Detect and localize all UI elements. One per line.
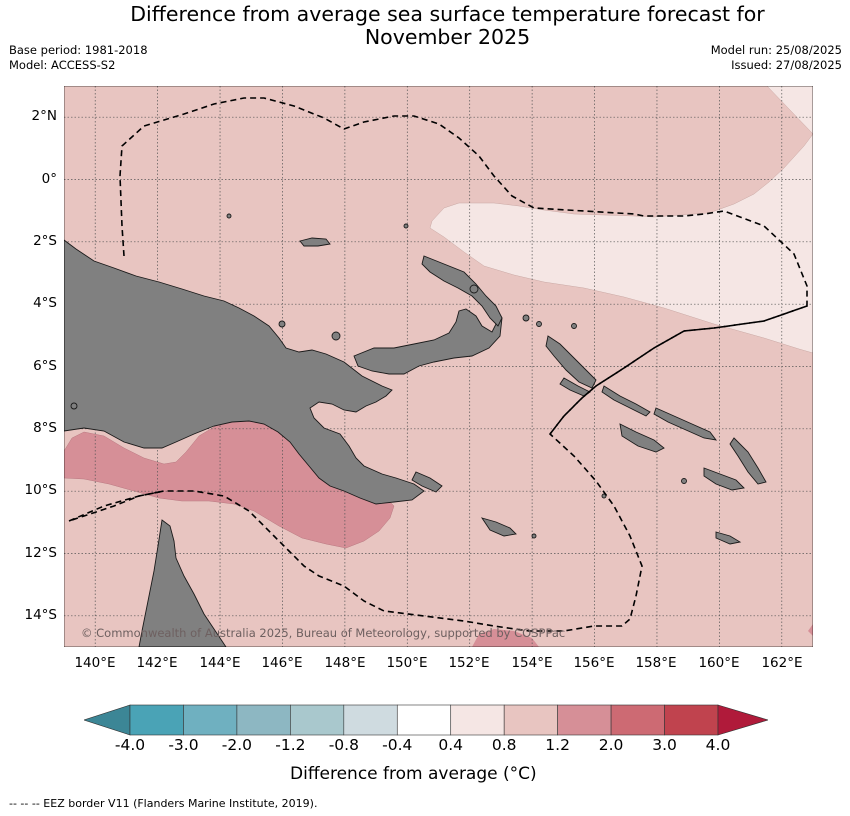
colorbar-tick-label: 0.4 [438, 736, 464, 754]
lat-label-12s: 12°S [24, 545, 58, 561]
land-islet [522, 314, 530, 322]
colorbar-segment [343, 704, 398, 736]
anomaly-region-0.4-0.8 [429, 86, 813, 354]
lon-label-160e: 160°E [698, 655, 740, 671]
map-title-line2: November 2025 [364, 25, 531, 49]
colorbar-tick-label: -0.4 [382, 736, 413, 754]
land-islet [70, 402, 78, 410]
model-name: Model: ACCESS-S2 [9, 58, 116, 72]
lon-label-148e: 148°E [324, 655, 366, 671]
lat-label-0: 0° [41, 171, 57, 187]
lat-label-8s: 8°S [33, 420, 57, 436]
eez-solomons [549, 305, 808, 435]
land-makira [703, 467, 745, 491]
colorbar-tick-label: 3.0 [652, 736, 677, 754]
sst-anomaly-map: © Commonwealth of Australia 2025, Bureau… [64, 86, 813, 647]
land-islet [331, 331, 341, 341]
lon-label-142e: 142°E [136, 655, 178, 671]
eez-png [68, 97, 808, 632]
land-santa-isabel [653, 407, 718, 441]
colorbar-label-text: Difference from average (°C) [290, 764, 537, 784]
colorbar-tick-label: -0.8 [328, 736, 359, 754]
land-rennell [715, 531, 742, 545]
land-bougainville [545, 335, 597, 389]
land-islet [403, 223, 409, 229]
issued-date: Issued: 27/08/2025 [731, 58, 842, 72]
colorbar-tick-label: -2.0 [221, 736, 253, 754]
land-dentrecasteaux [411, 471, 443, 493]
colorbar-segment [290, 704, 345, 736]
lon-label-140e: 140°E [74, 655, 116, 671]
colorbar-segment [396, 704, 452, 736]
anomaly-region-1.2-2.0-south [472, 629, 539, 647]
colorbar-tick-label: -4.0 [114, 736, 146, 754]
colorbar-tick-label: -3.0 [168, 736, 199, 754]
land-islet [531, 533, 537, 539]
lat-label-2s: 2°S [33, 233, 57, 249]
colorbar-segment [183, 704, 238, 736]
colorbar-segment [557, 704, 612, 736]
land-cape-york [138, 519, 227, 647]
colorbar-label: Difference from average (°C) [290, 764, 537, 784]
land-islet [536, 321, 542, 327]
base-period: Base period: 1981-2018 [9, 43, 148, 57]
lon-label-154e: 154°E [511, 655, 553, 671]
land-islet [681, 478, 687, 484]
lon-label-152e: 152°E [448, 655, 490, 671]
lon-label-146e: 146°E [261, 655, 303, 671]
colorbar-tick-label: -1.2 [275, 736, 306, 754]
land-choiseul [601, 385, 651, 417]
colorbar-segment [129, 704, 184, 736]
lat-label-4s: 4°S [33, 295, 57, 311]
colorbar-segment [610, 704, 665, 736]
land-islet [226, 213, 232, 219]
eez-legend: -- -- -- EEZ border V11 (Flanders Marine… [9, 797, 318, 810]
land-islet [469, 284, 479, 294]
colorbar-tick-label: 1.2 [545, 736, 570, 754]
lon-label-144e: 144°E [199, 655, 241, 671]
land-malaita [729, 437, 767, 485]
land [64, 213, 767, 647]
colorbar-tick-label: 0.8 [491, 736, 517, 754]
anomaly-region-1.2-2.0-east [808, 624, 813, 636]
lon-label-156e: 156°E [573, 655, 615, 671]
land-islet [278, 320, 286, 328]
lat-label-14s: 14°S [24, 607, 58, 623]
lon-label-150e: 150°E [386, 655, 428, 671]
land-manus [299, 237, 331, 247]
land-guadalcanal [619, 423, 665, 453]
colorbar-tick-label: 4.0 [705, 736, 731, 754]
colorbar-extend-low [84, 704, 131, 736]
colorbar-segment [450, 704, 505, 736]
map-title: Difference from average sea surface temp… [0, 3, 850, 49]
lat-label-6s: 6°S [33, 358, 57, 374]
lat-label-10s: 10°S [24, 482, 58, 498]
model-run: Model run: 25/08/2025 [710, 43, 842, 57]
meta-left: Base period: 1981-2018 Model: ACCESS-S2 [9, 43, 148, 73]
lat-label-2n: 2°N [31, 108, 57, 124]
land-new-ireland [421, 255, 503, 327]
lon-label-158e: 158°E [635, 655, 677, 671]
colorbar-segment [664, 704, 719, 736]
land-rossel [480, 517, 517, 537]
map-title-line1: Difference from average sea surface temp… [130, 2, 765, 26]
colorbar-segment [236, 704, 291, 736]
eez-borders [68, 97, 808, 632]
meta-right: Model run: 25/08/2025 Issued: 27/08/2025 [711, 43, 842, 73]
colorbar-tick-label: 2.0 [598, 736, 624, 754]
lon-label-162e: 162°E [761, 655, 803, 671]
land-new-guinea [64, 239, 425, 505]
colorbar-segment [503, 704, 558, 736]
colorbar-extend-high [717, 704, 768, 736]
copyright-notice: © Commonwealth of Australia 2025, Bureau… [81, 626, 565, 640]
land-islet [571, 323, 577, 329]
colorbar-segments [129, 704, 719, 736]
colorbar [84, 704, 768, 736]
